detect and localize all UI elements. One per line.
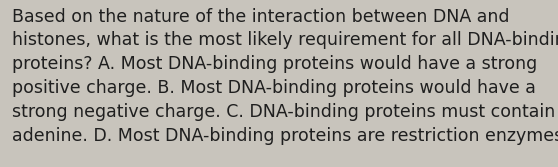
Text: Based on the nature of the interaction between DNA and
histones, what is the mos: Based on the nature of the interaction b… (12, 8, 558, 145)
